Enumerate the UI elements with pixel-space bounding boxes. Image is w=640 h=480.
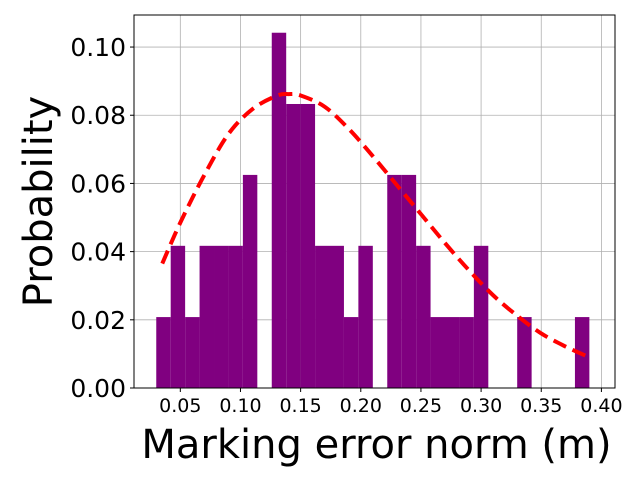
histogram-bar-15 [401, 174, 417, 388]
x-tick-label-6: 0.35 [520, 395, 562, 417]
fit-curve-line [160, 91, 591, 360]
histogram-bar-11 [329, 245, 344, 388]
x-tick-label-4: 0.25 [400, 395, 442, 417]
histogram-bar-7 [271, 32, 287, 389]
y-axis-label: Probability [16, 96, 62, 307]
y-tick-label-4: 0.08 [70, 101, 126, 130]
histogram-bar-12 [343, 317, 359, 388]
histogram-bar-4 [214, 245, 229, 388]
histogram-bar-21 [517, 317, 532, 388]
histogram-bar-9 [300, 103, 316, 389]
x-tick-label-1: 0.10 [219, 395, 261, 417]
histogram-bar-10 [315, 245, 330, 388]
x-tick-label-7: 0.40 [580, 395, 622, 417]
histogram-bar-1 [170, 245, 186, 388]
histogram-bar-5 [228, 245, 243, 388]
x-tick-label-0: 0.05 [159, 395, 201, 417]
y-tick-label-3: 0.06 [70, 169, 126, 198]
y-tick-label-5: 0.10 [70, 33, 126, 62]
x-axis-label: Marking error norm (m) [141, 422, 611, 468]
histogram-bar-17 [430, 317, 446, 388]
histogram-bar-3 [199, 245, 215, 388]
histogram-bar-6 [242, 174, 258, 388]
histogram-bar-19 [459, 317, 474, 388]
plot-frame [133, 14, 616, 389]
fit-curve-layer [160, 91, 591, 360]
y-tick-label-2: 0.04 [70, 238, 126, 267]
histogram-bar-14 [387, 174, 402, 388]
histogram-bar-16 [416, 245, 431, 388]
x-tick-label-2: 0.15 [279, 395, 321, 417]
x-tick-label-5: 0.30 [460, 395, 502, 417]
histogram-bars [156, 32, 590, 389]
histogram-bar-8 [286, 103, 301, 389]
x-tick-label-3: 0.20 [340, 395, 382, 417]
histogram-bar-20 [473, 245, 489, 388]
y-tick-label-0: 0.00 [70, 374, 126, 403]
y-tick-label-1: 0.02 [70, 306, 126, 335]
histogram-bar-0 [156, 317, 171, 388]
y-axis-ticks: 0.00 0.02 0.04 0.06 0.08 0.10 [70, 33, 134, 403]
histogram-bar-2 [185, 317, 200, 388]
x-axis-ticks: 0.05 0.10 0.15 0.20 0.25 0.30 0.35 0.40 [159, 388, 623, 417]
histogram-bar-18 [445, 317, 460, 388]
histogram-bar-13 [358, 245, 373, 388]
